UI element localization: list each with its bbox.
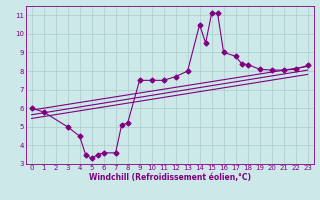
- X-axis label: Windchill (Refroidissement éolien,°C): Windchill (Refroidissement éolien,°C): [89, 173, 251, 182]
